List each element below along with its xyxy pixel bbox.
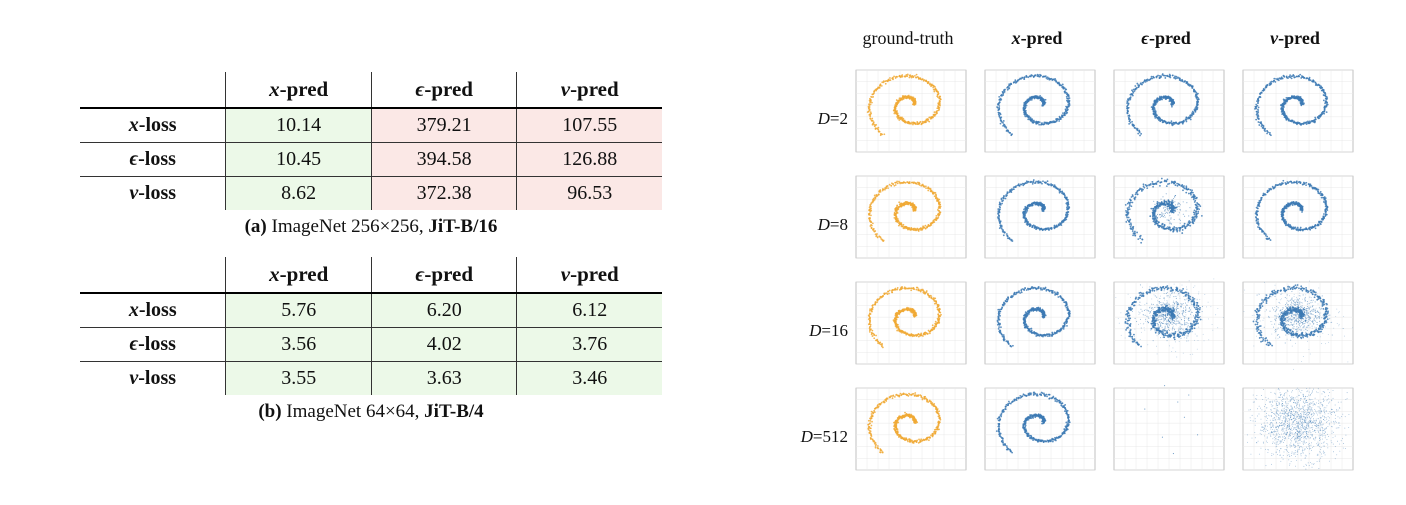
table-cell: 8.62 [226,177,371,211]
col-header: x-pred [226,72,371,108]
column-header-ground-truth: ground-truth [844,28,972,49]
spiral-panel [1231,172,1359,267]
table-cell: 10.45 [226,143,371,177]
table-cell: 3.56 [226,328,372,362]
table-cell: 4.02 [371,328,517,362]
row-label-d8: D=8 [778,215,848,235]
table-row: x-loss 5.76 6.20 6.12 [80,293,662,328]
table-b-caption: (b) ImageNet 64×64, JiT-B/4 [80,401,662,423]
spiral-plot [844,384,972,479]
table-a-caption: (a) ImageNet 256×256, JiT-B/16 [80,216,662,238]
spiral-panel [973,172,1101,267]
row-label-d2: D=2 [778,109,848,129]
table-cell: 6.20 [371,293,517,328]
spiral-plot [1231,172,1359,267]
col-header: x-pred [226,257,372,293]
table-cell: 126.88 [517,143,662,177]
spiral-panel [973,278,1101,373]
table-cell: 3.55 [226,362,372,396]
table-row: ϵ-loss 3.56 4.02 3.76 [80,328,662,362]
spiral-panel [844,278,972,373]
column-header-x-pred: x-pred [973,28,1101,49]
spiral-panel [844,384,972,479]
col-header: ϵ-pred [371,257,517,293]
col-header: ϵ-pred [371,72,517,108]
row-label-d512: D=512 [778,427,848,447]
spiral-plot [1231,66,1359,161]
spiral-plot [844,66,972,161]
spiral-panel [1231,384,1359,479]
caption-model: JiT-B/16 [428,216,497,237]
spiral-panel [973,66,1101,161]
figure-caption-cutoff [790,488,794,505]
caption-tag: (a) [245,216,267,237]
results-table-b: x-pred ϵ-pred v-pred x-loss 5.76 6.20 6.… [80,257,662,395]
column-header-eps-pred: ϵ-pred [1102,28,1230,49]
spiral-plot [973,384,1101,479]
table-cell: 6.12 [517,293,662,328]
spiral-plot [1102,278,1230,373]
spiral-plot [973,172,1101,267]
table-cell: 3.46 [517,362,662,396]
caption-text: ImageNet 256×256, [267,216,429,237]
row-header: v-loss [80,177,226,211]
spiral-panel [973,384,1101,479]
caption-model: JiT-B/4 [424,401,484,422]
caption-tag: (b) [258,401,281,422]
row-header: v-loss [80,362,226,396]
spiral-plot [844,278,972,373]
spiral-panel [1102,66,1230,161]
table-cell: 372.38 [371,177,517,211]
table-cell: 5.76 [226,293,372,328]
table-cell: 3.76 [517,328,662,362]
spiral-panel [844,172,972,267]
row-header: ϵ-loss [80,328,226,362]
table-cell: 394.58 [371,143,517,177]
spiral-plot [1102,384,1230,479]
spiral-plot [1102,172,1230,267]
spiral-plot [1102,66,1230,161]
corner-cell [80,72,226,108]
row-header: x-loss [80,293,226,328]
spiral-panel [1231,66,1359,161]
table-row: ϵ-loss 10.45 394.58 126.88 [80,143,662,177]
col-header: v-pred [517,257,662,293]
spiral-panel [844,66,972,161]
table-row: v-loss 8.62 372.38 96.53 [80,177,662,211]
table-cell: 379.21 [371,108,517,143]
spiral-plot [973,278,1101,373]
row-header: ϵ-loss [80,143,226,177]
spiral-panel [1231,278,1359,373]
caption-text: ImageNet 64×64, [282,401,425,422]
table-row: v-loss 3.55 3.63 3.46 [80,362,662,396]
column-header-v-pred: v-pred [1231,28,1359,49]
table-row: x-loss 10.14 379.21 107.55 [80,108,662,143]
spiral-plot [1231,278,1359,373]
spiral-panel [1102,172,1230,267]
corner-cell [80,257,226,293]
spiral-panel [1102,278,1230,373]
row-label-d16: D=16 [778,321,848,341]
spiral-plot [1231,384,1359,479]
col-header: v-pred [517,72,662,108]
spiral-panel [1102,384,1230,479]
row-header: x-loss [80,108,226,143]
spiral-plot [973,66,1101,161]
spiral-plot [844,172,972,267]
table-cell: 10.14 [226,108,371,143]
table-cell: 96.53 [517,177,662,211]
results-table-a: x-pred ϵ-pred v-pred x-loss 10.14 379.21… [80,72,662,210]
table-cell: 3.63 [371,362,517,396]
table-cell: 107.55 [517,108,662,143]
